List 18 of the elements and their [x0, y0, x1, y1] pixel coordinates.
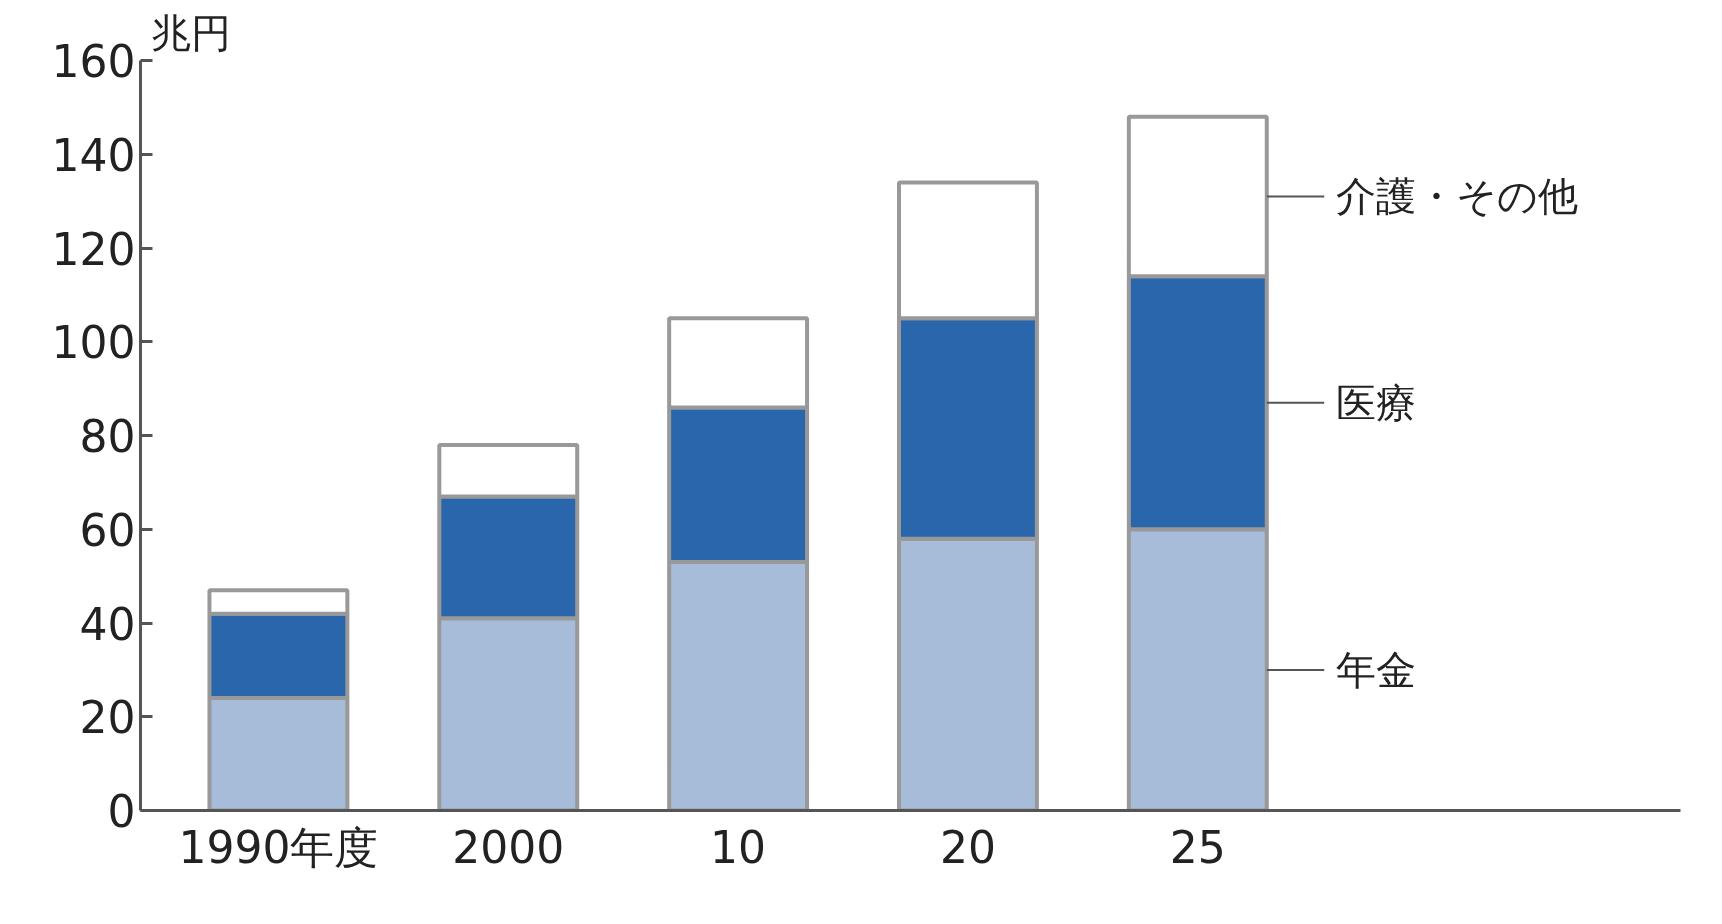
y-tick-label: 120 [51, 223, 136, 275]
y-tick-label: 100 [51, 317, 136, 369]
x-tick-label: 25 [1169, 821, 1226, 873]
series-label: 介護・その他 [1335, 173, 1578, 220]
y-tick-label: 140 [51, 129, 136, 181]
y-tick-label: 160 [51, 36, 136, 87]
y-axis-title: 兆円 [150, 9, 231, 56]
x-tick-label: 1990年度 [178, 821, 379, 873]
y-tick-label: 40 [79, 598, 136, 650]
series-label: 年金 [1335, 646, 1416, 693]
x-tick-label: 20 [939, 821, 996, 873]
x-tick-label: 10 [710, 821, 767, 873]
series-label: 医療 [1335, 379, 1416, 426]
x-tick-label: 2000 [452, 821, 565, 873]
y-tick-label: 60 [79, 504, 136, 556]
y-tick-label: 80 [79, 411, 136, 462]
y-tick-label: 0 [107, 786, 136, 837]
y-tick-label: 20 [79, 692, 136, 744]
